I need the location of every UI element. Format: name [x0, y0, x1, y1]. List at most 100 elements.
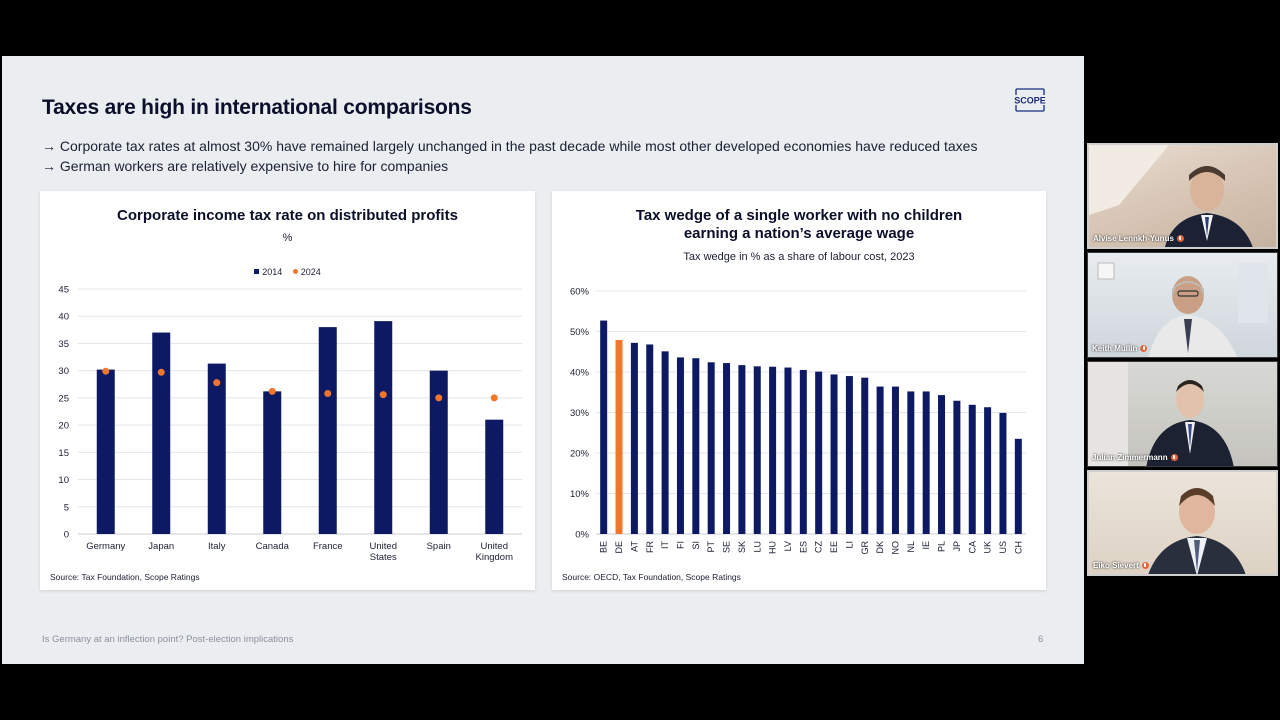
mic-icon [1176, 235, 1184, 242]
x-tick-label: Japan [148, 541, 174, 552]
bar-2014 [374, 321, 393, 534]
y-tick-label: 40 [58, 312, 69, 323]
bar-ca [968, 404, 976, 534]
x-tick-label: Kingdom [476, 552, 514, 563]
bar-2014 [152, 332, 171, 534]
x-tick-label: States [370, 552, 397, 563]
participant-tile[interactable]: Julian Zimmermann [1087, 361, 1278, 467]
bar-lu [753, 366, 761, 534]
x-tick-label: United [481, 541, 508, 552]
x-tick-label: UK [983, 541, 993, 554]
participant-tile[interactable]: Alvise Lennkh-Yunus [1087, 143, 1278, 249]
bar-cz [815, 371, 823, 534]
bullet-point: → Corporate tax rates at almost 30% have… [42, 138, 978, 154]
x-tick-label: SE [722, 541, 732, 553]
mic-icon [1141, 562, 1149, 569]
x-tick-label: AT [629, 541, 639, 552]
dot-2024 [268, 387, 276, 395]
bar-ch [1014, 438, 1022, 534]
x-tick-label: SI [691, 541, 701, 550]
x-tick-label: SK [737, 541, 747, 553]
bar-pt [707, 362, 715, 534]
corporate-tax-chart: 0 5 10 15 20 25 30 35 40 45 Germany Japan Italy Canad… [58, 285, 522, 563]
mic-icon [1170, 454, 1178, 461]
bar-sk [738, 365, 746, 534]
x-tick-label: Italy [208, 541, 226, 552]
x-tick-label: FR [645, 541, 655, 553]
chart-title: Tax wedge of a single worker with no chi… [635, 207, 963, 242]
participant-tile[interactable]: Eiko Sievert [1087, 470, 1278, 576]
legend-swatch-2024 [292, 269, 298, 274]
dot-2024 [435, 394, 443, 402]
bar-2014 [96, 369, 115, 534]
y-tick-label: 30 [58, 366, 69, 377]
bar-2014 [429, 370, 448, 534]
bar-si [692, 358, 700, 534]
legend-swatch-2014 [254, 269, 260, 274]
slide-footer: Is Germany at an inflection point? Post-… [42, 634, 294, 645]
bar-de [615, 340, 623, 534]
x-tick-label: FI [675, 541, 685, 549]
x-tick-label: US [998, 541, 1008, 554]
x-tick-label: GR [860, 540, 870, 554]
participant-video [1088, 362, 1234, 466]
x-tick-label: United [370, 541, 397, 552]
presentation-slide: Taxes are high in international comparis… [2, 56, 1084, 664]
bar-hu [769, 366, 777, 534]
chart-legend: 2014 2024 [40, 267, 535, 277]
dot-2024 [379, 391, 387, 399]
participant-tile[interactable]: Keith Mullin [1087, 252, 1278, 358]
legend-label-2014: 2014 [262, 267, 283, 277]
x-tick-label: CA [967, 541, 977, 554]
legend-label-2024: 2024 [300, 267, 321, 277]
x-tick-label: NO [890, 541, 900, 555]
participant-name: Julian Zimmermann [1092, 453, 1178, 462]
chart-unit: % [282, 232, 293, 244]
slide-title: Taxes are high in international comparis… [42, 96, 472, 119]
x-tick-label: NL [906, 541, 916, 553]
y-tick-label: 0% [575, 530, 589, 541]
bar-pl [938, 395, 946, 534]
y-tick-label: 20% [570, 449, 590, 460]
y-tick-label: 60% [570, 287, 590, 298]
x-tick-label: PL [937, 541, 947, 552]
bar-no [891, 386, 899, 534]
participant-video [1089, 145, 1253, 247]
dot-2024 [213, 379, 221, 387]
x-tick-label: IE [921, 541, 931, 550]
y-tick-label: 50% [570, 327, 590, 338]
x-tick-label: LU [752, 541, 762, 553]
y-tick-label: 10% [570, 489, 590, 500]
bar-nl [907, 391, 915, 534]
dot-2024 [157, 368, 165, 376]
dot-2024 [324, 390, 332, 398]
y-tick-label: 5 [64, 502, 69, 513]
bar-2014 [485, 419, 504, 534]
x-tick-label: Germany [86, 541, 125, 552]
y-tick-label: 10 [58, 475, 69, 486]
x-tick-label: PT [706, 541, 716, 553]
x-tick-label: JP [952, 541, 962, 552]
y-tick-label: 30% [570, 408, 590, 419]
x-tick-label: Canada [256, 541, 290, 552]
participant-name: Eiko Sievert [1093, 561, 1149, 570]
bar-ee [830, 374, 838, 534]
x-tick-label: LV [783, 541, 793, 551]
bar-be [600, 320, 608, 534]
chart-panel-corporate-tax: Corporate income tax rate on distributed… [40, 191, 535, 590]
y-tick-label: 35 [58, 339, 69, 350]
y-tick-label: 15 [58, 448, 69, 459]
bar-uk [984, 407, 992, 534]
y-tick-label: 40% [570, 368, 590, 379]
bar-dk [876, 386, 884, 534]
y-tick-label: 20 [58, 421, 69, 432]
bar-fr [646, 344, 654, 534]
x-tick-label: France [313, 541, 343, 552]
bar-at [630, 342, 638, 534]
participant-video [1148, 488, 1246, 574]
y-tick-label: 0 [64, 530, 69, 541]
x-tick-label: DK [875, 541, 885, 554]
x-tick-label: IT [660, 540, 670, 549]
bar-2014 [263, 391, 282, 534]
bar-2014 [318, 327, 337, 534]
